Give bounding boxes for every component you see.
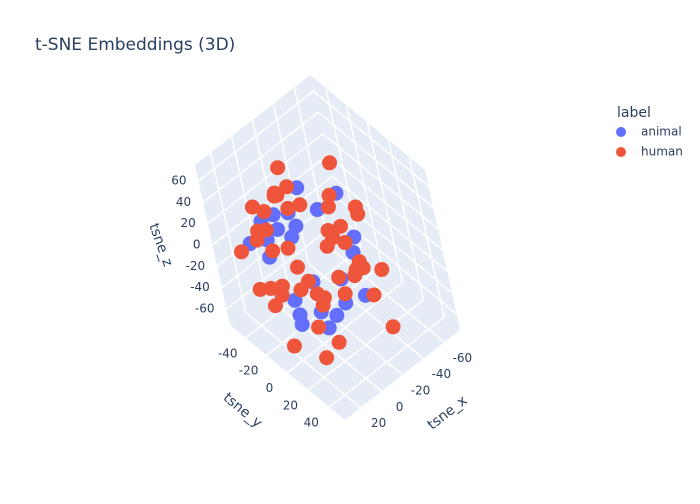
y-grid-line	[287, 281, 403, 374]
point	[256, 204, 272, 220]
z-grid-line	[313, 90, 429, 187]
z-grid-line	[198, 90, 314, 182]
point	[250, 223, 266, 239]
tick-label: -40	[190, 280, 210, 294]
point	[321, 187, 337, 203]
point	[294, 316, 310, 332]
point	[286, 338, 302, 354]
point	[279, 179, 295, 195]
point	[265, 243, 281, 259]
point	[280, 240, 296, 256]
point	[270, 160, 286, 176]
point	[322, 155, 338, 171]
points	[234, 155, 401, 366]
point	[311, 319, 327, 335]
tick-label: 20	[371, 416, 386, 430]
z-grid-line	[327, 154, 443, 251]
point	[274, 278, 290, 294]
grid	[198, 87, 457, 409]
legend-marker	[616, 147, 626, 157]
legend-label: animal	[641, 125, 682, 139]
point	[366, 287, 382, 303]
y-grid-line	[328, 316, 445, 408]
point	[350, 206, 366, 222]
point	[385, 319, 401, 335]
tick-label: -20	[186, 259, 206, 273]
z-grid-line	[331, 175, 448, 272]
point	[319, 238, 335, 254]
y-grid-line	[307, 299, 424, 391]
tick-label: -40	[432, 367, 452, 381]
tick-label: -60	[453, 351, 473, 365]
tick-label: 60	[171, 174, 186, 188]
point	[333, 218, 349, 234]
point	[337, 286, 353, 302]
point	[234, 244, 250, 260]
chart-title: t-SNE Embeddings (3D)	[35, 35, 235, 55]
point	[267, 298, 283, 314]
z-grid-line	[207, 133, 324, 225]
tick-label: 0	[396, 400, 404, 414]
point	[292, 197, 308, 213]
point	[329, 307, 345, 323]
legend-label: human	[641, 145, 683, 159]
tick-label: 0	[266, 381, 274, 395]
point	[319, 350, 335, 366]
point	[263, 280, 279, 296]
legend: label animal human	[616, 105, 683, 159]
legend-marker	[616, 127, 626, 137]
tick-label: -60	[195, 302, 215, 316]
point	[347, 268, 363, 284]
point	[293, 282, 309, 298]
tick-label: 40	[176, 195, 191, 209]
z-grid-line	[317, 111, 434, 208]
point	[266, 185, 282, 201]
point	[280, 200, 296, 216]
tick-label: 20	[283, 398, 298, 412]
point	[244, 199, 260, 215]
z-grid-line	[322, 133, 439, 230]
point	[320, 199, 336, 215]
tick-label: 0	[193, 238, 201, 252]
point	[374, 262, 390, 278]
point	[315, 297, 331, 313]
tick-label: -20	[239, 364, 259, 378]
legend-title: label	[617, 105, 651, 121]
point	[270, 221, 286, 237]
tick-label: -20	[411, 384, 431, 398]
point	[331, 334, 347, 350]
tick-label: 20	[181, 216, 196, 230]
point	[309, 286, 325, 302]
z-grid-line	[202, 111, 319, 203]
point	[290, 259, 305, 275]
tick-label: -40	[218, 346, 238, 360]
point	[331, 269, 347, 285]
point	[337, 235, 353, 251]
tick-label: 40	[304, 416, 319, 430]
